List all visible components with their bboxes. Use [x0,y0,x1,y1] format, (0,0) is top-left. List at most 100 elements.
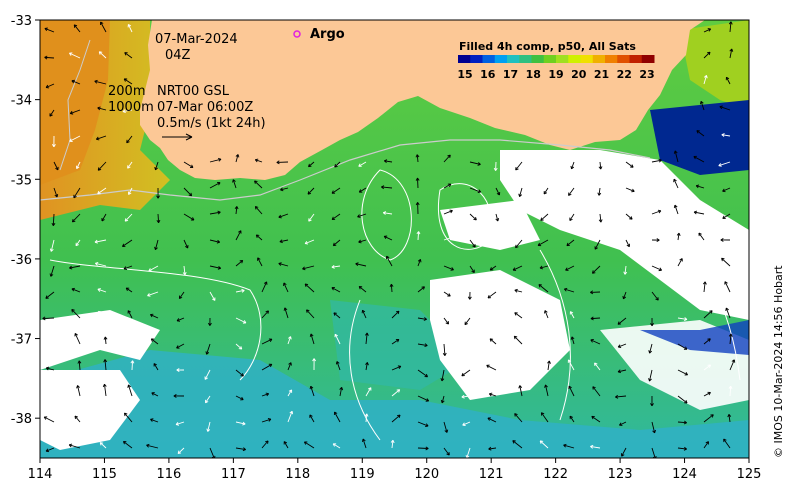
current-arrow-icon [703,51,711,59]
current-arrow-icon [443,154,451,163]
current-arrow-icon [124,52,133,59]
current-arrow-icon [95,262,107,267]
current-arrow-icon [514,312,523,319]
current-arrow-icon [94,239,107,244]
current-arrow-icon [150,418,159,423]
current-arrow-icon [149,313,159,319]
current-arrow-icon [127,335,133,345]
current-arrow-icon [358,286,367,293]
current-arrow-icon [651,238,660,243]
colorbar-swatch [482,55,496,63]
current-arrow-icon [71,287,81,293]
current-arrow-icon [365,387,372,397]
current-arrow-icon [71,79,81,85]
current-arrow-icon [177,447,185,455]
current-arrow-icon [183,239,189,249]
colorbar-swatch [592,55,606,63]
colorbar-swatch [641,55,655,63]
current-arrow-icon [43,416,55,423]
current-arrow-icon [417,286,425,293]
current-arrow-icon [543,187,549,195]
current-arrow-icon [97,310,107,319]
current-arrow-icon [563,443,575,449]
current-arrow-icon [598,161,603,170]
current-arrow-icon [728,333,733,345]
current-arrow-icon [443,265,454,271]
model-time-label: 07-Mar 06:00Z [157,100,253,115]
current-arrow-icon [487,317,497,322]
current-arrow-icon [695,184,705,189]
current-arrow-icon [257,257,263,267]
current-arrow-icon [488,392,497,397]
current-arrow-icon [391,414,401,423]
current-arrow-icon [617,343,627,348]
current-arrow-icon [279,239,289,244]
current-arrow-icon [364,413,369,423]
current-arrow-icon [651,209,662,215]
colorbar-swatch [605,55,618,63]
colorbar-swatch [617,55,630,63]
current-arrow-icon [53,187,59,198]
current-arrow-icon [673,204,679,215]
y-tick-label: -38 [11,412,32,427]
current-arrow-icon [235,343,243,350]
current-arrow-icon [698,232,705,241]
current-arrow-icon [235,288,245,293]
current-arrow-icon [333,411,341,423]
current-arrow-icon [469,161,481,166]
current-arrow-icon [568,187,575,196]
current-arrow-icon [538,284,549,293]
current-arrow-icon [255,234,263,241]
current-arrow-icon [45,291,55,299]
current-arrow-icon [544,384,549,397]
current-arrow-icon [97,161,107,171]
current-arrow-icon [703,338,711,345]
x-tick-label: 115 [92,467,117,482]
current-arrow-icon [703,364,712,371]
current-arrow-icon [594,362,601,371]
current-arrow-icon [381,185,393,190]
current-arrow-icon [443,183,452,189]
current-arrow-icon [467,291,472,300]
cold-patch-southeast [640,320,749,355]
plot-area: Argo [40,20,749,458]
current-arrow-icon [597,187,602,196]
colorbar-swatch [580,55,594,63]
current-arrow-icon [417,446,429,451]
current-arrow-icon [594,239,601,250]
current-arrow-icon [725,307,731,319]
current-arrow-icon [304,283,315,293]
current-arrow-icon [235,421,246,426]
current-arrow-icon [415,202,420,215]
current-arrow-icon [45,366,55,371]
current-arrow-icon [570,161,575,170]
current-arrow-icon [493,239,497,249]
current-arrow-icon [123,265,133,270]
x-tick-label: 116 [156,467,181,482]
current-arrow-icon [204,369,211,380]
current-arrow-icon [77,360,82,371]
cloud-mask-north [440,200,540,250]
x-tick-label: 120 [414,467,439,482]
current-arrow-icon [358,239,367,244]
current-arrow-icon [462,343,471,348]
current-arrow-icon [718,161,731,167]
current-arrow-icon [331,287,341,293]
current-arrow-icon [461,394,471,399]
current-arrow-icon [495,187,501,196]
y-tick-label: -36 [11,253,32,268]
current-arrow-icon [703,75,708,85]
argo-marker: Argo [293,27,345,42]
current-arrow-icon [361,438,367,449]
current-arrow-icon [49,239,55,252]
current-arrow-icon [648,343,653,354]
contour-line-4 [438,183,493,250]
current-arrow-icon [94,79,107,85]
current-arrow-icon [76,385,81,397]
current-arrow-icon [127,161,133,169]
current-arrow-icon [254,180,263,189]
colorbar-swatch [470,55,483,63]
current-arrow-icon [443,421,449,433]
current-arrow-icon [154,161,159,171]
